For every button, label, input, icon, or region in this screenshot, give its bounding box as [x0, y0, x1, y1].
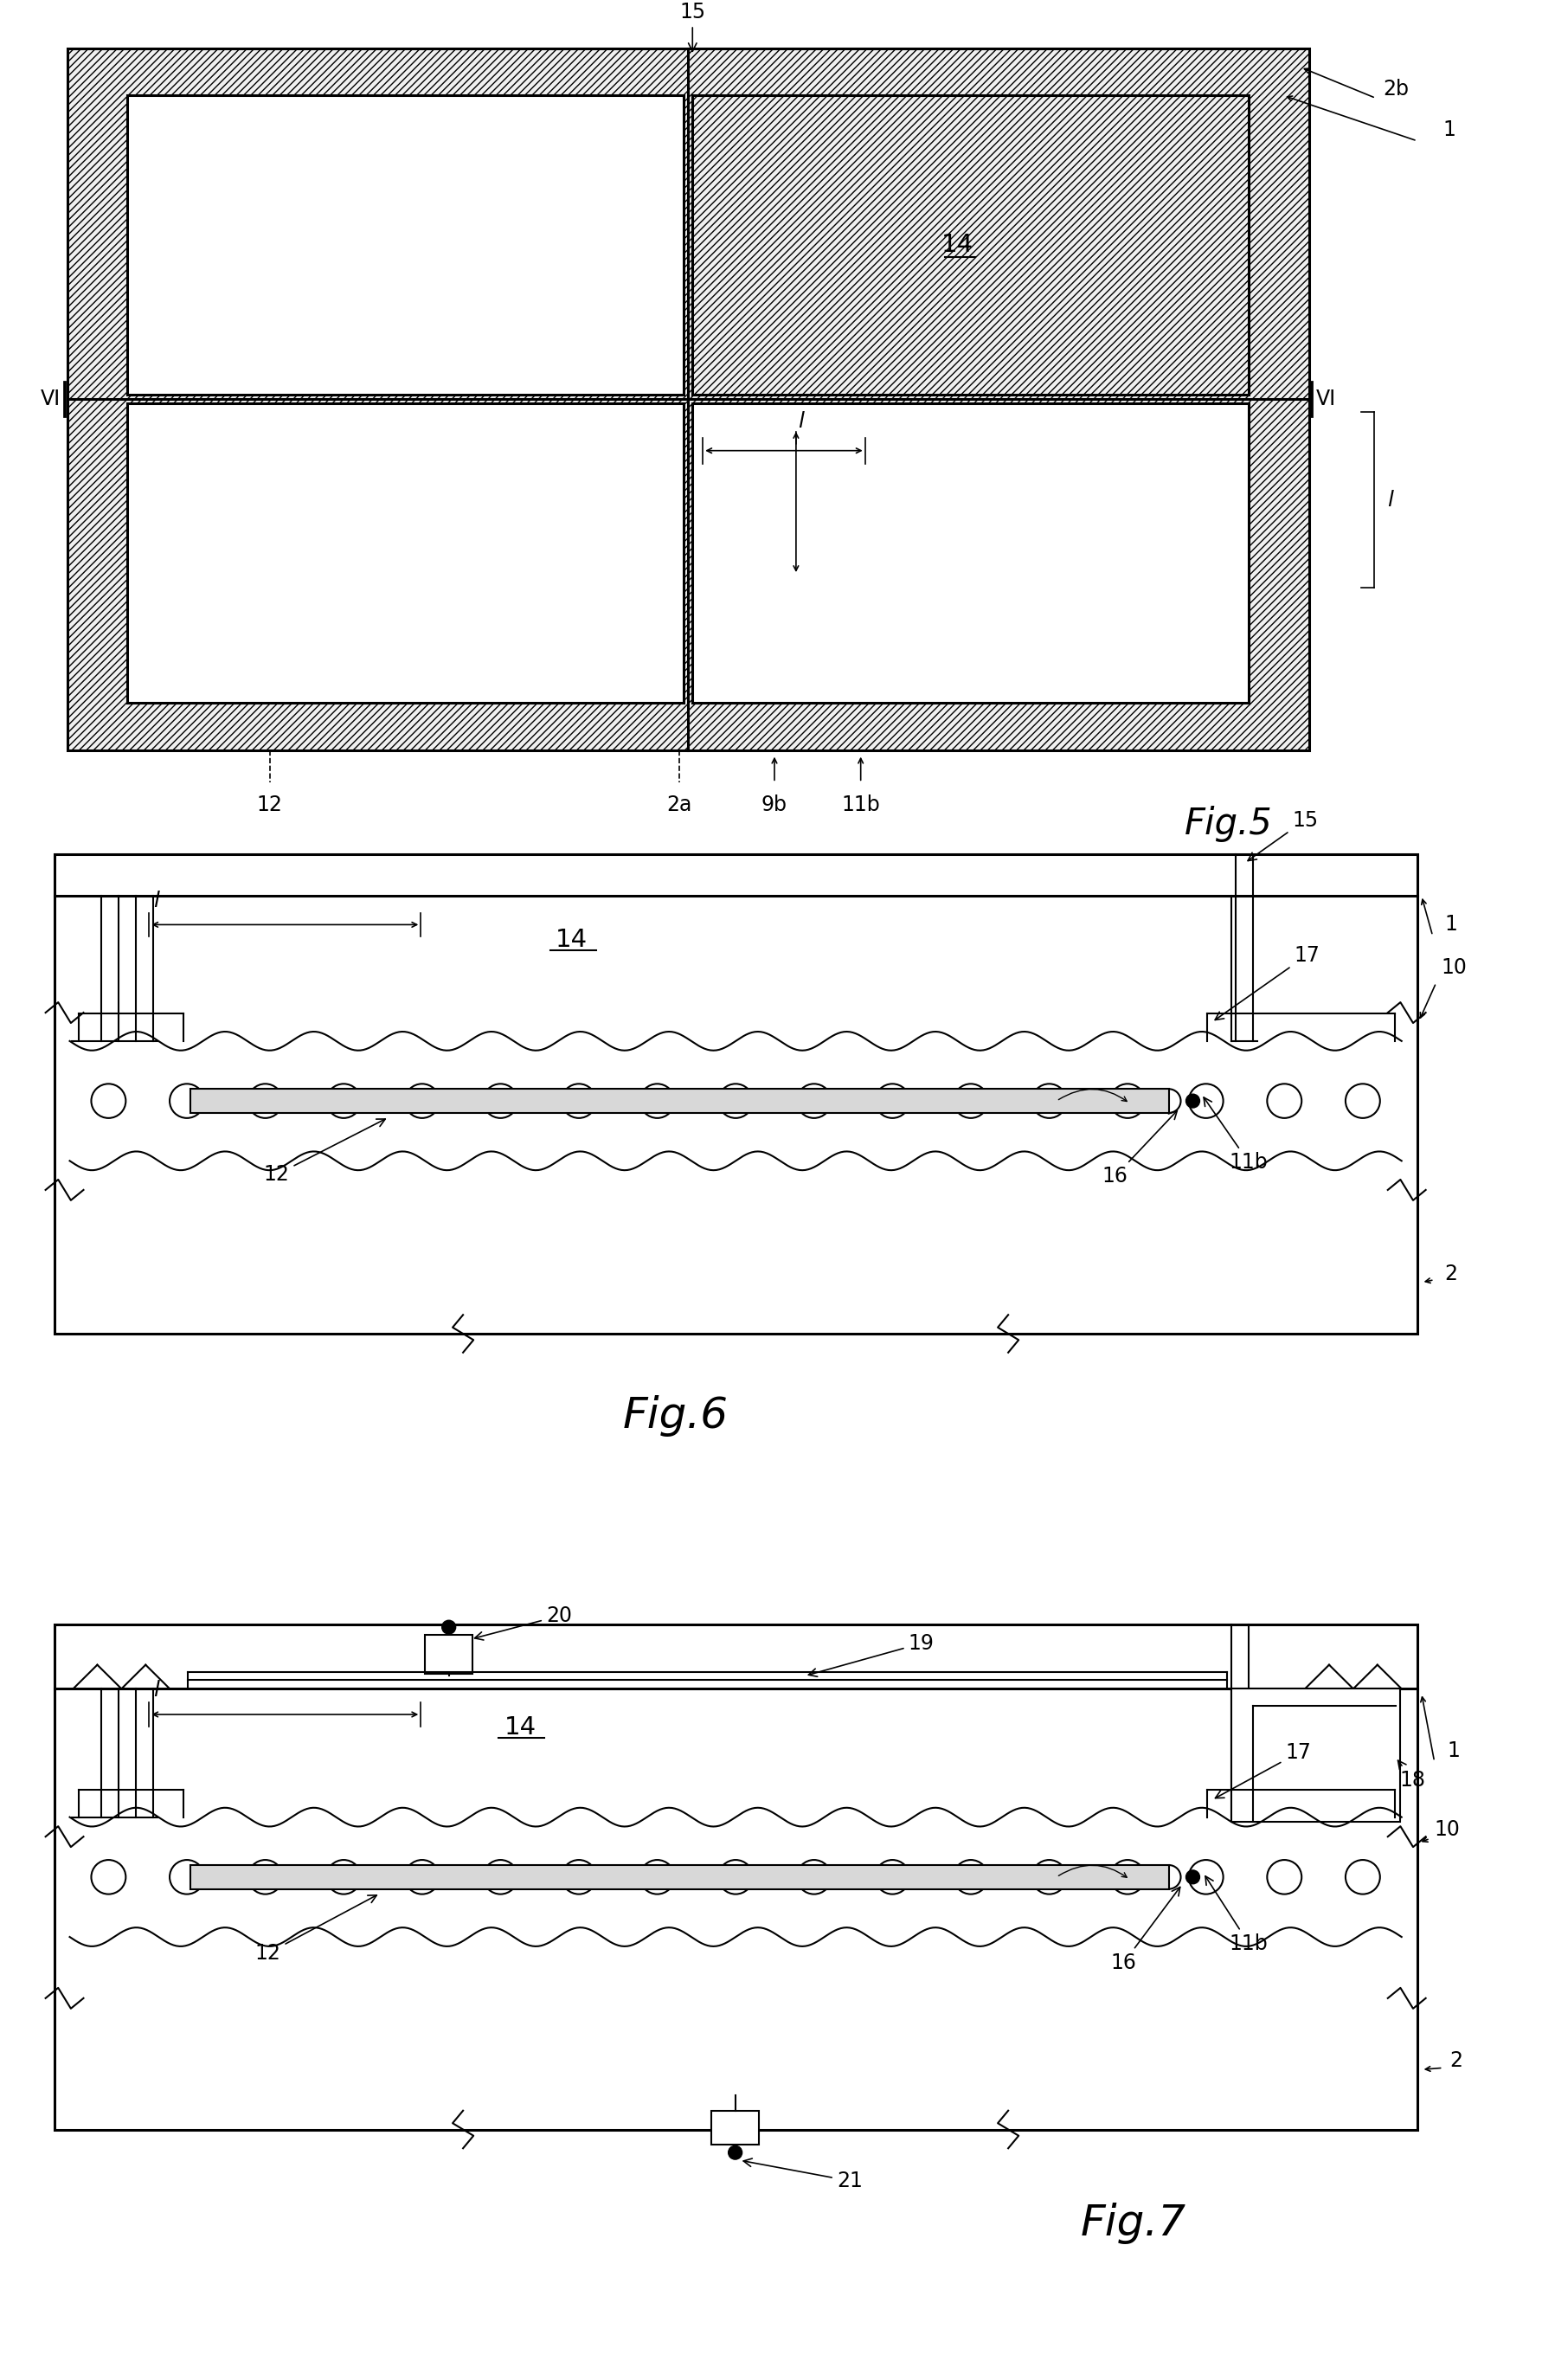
Text: VI: VI	[1315, 388, 1335, 409]
Text: l: l	[797, 412, 803, 431]
Text: 1: 1	[1446, 1740, 1459, 1761]
Bar	[426, 1635, 472, 1673]
Bar	[692, 405, 1247, 702]
Text: 17: 17	[1215, 945, 1318, 1021]
Bar	[128, 95, 683, 395]
Text: Fig.5: Fig.5	[1184, 807, 1272, 843]
Bar	[190, 1866, 1167, 1890]
Text: 18: 18	[1397, 1761, 1425, 1790]
Text: 2a: 2a	[666, 795, 692, 816]
Text: 17: 17	[1215, 1742, 1311, 1799]
Bar	[54, 854, 1416, 1333]
Circle shape	[441, 1621, 455, 1635]
Text: 1: 1	[1443, 914, 1457, 935]
Text: 12: 12	[258, 795, 282, 816]
Text: l: l	[1386, 490, 1392, 509]
Text: l: l	[153, 1680, 159, 1702]
Bar	[1231, 1690, 1399, 1821]
Text: 16: 16	[1101, 1111, 1177, 1188]
Text: 15: 15	[678, 2, 705, 52]
Text: 14: 14	[504, 1716, 535, 1740]
Text: 11b: 11b	[1203, 1097, 1268, 1173]
Text: 11b: 11b	[1204, 1875, 1268, 1954]
Text: 16: 16	[1110, 1887, 1180, 1973]
Text: 2b: 2b	[1382, 79, 1408, 100]
Circle shape	[728, 2147, 742, 2159]
Text: 10: 10	[1434, 1821, 1459, 1840]
Bar	[692, 95, 1247, 395]
Text: 14: 14	[555, 928, 588, 952]
Bar	[66, 48, 1309, 750]
Text: 14: 14	[941, 233, 973, 257]
Text: 19: 19	[808, 1633, 933, 1676]
Bar	[190, 1090, 1167, 1114]
Text: Fig.7: Fig.7	[1079, 2202, 1186, 2244]
Text: 21: 21	[743, 2159, 862, 2192]
Text: 11b: 11b	[840, 795, 879, 816]
Text: 12: 12	[264, 1119, 386, 1185]
Text: VI: VI	[40, 388, 60, 409]
Text: 20: 20	[475, 1607, 572, 1640]
Text: 15: 15	[1247, 809, 1317, 862]
Circle shape	[1186, 1095, 1200, 1107]
Text: 10: 10	[1440, 957, 1466, 978]
Text: Fig.6: Fig.6	[621, 1395, 728, 1438]
Text: 9b: 9b	[762, 795, 786, 816]
Text: 2: 2	[1449, 2052, 1462, 2071]
Text: 2: 2	[1443, 1264, 1457, 1285]
Text: 1: 1	[1442, 119, 1456, 140]
Bar	[54, 1626, 1416, 2130]
Bar	[128, 405, 683, 702]
Bar	[711, 2111, 759, 2144]
Text: l: l	[153, 890, 159, 912]
Circle shape	[1186, 1871, 1200, 1885]
Text: 12: 12	[254, 1894, 376, 1964]
